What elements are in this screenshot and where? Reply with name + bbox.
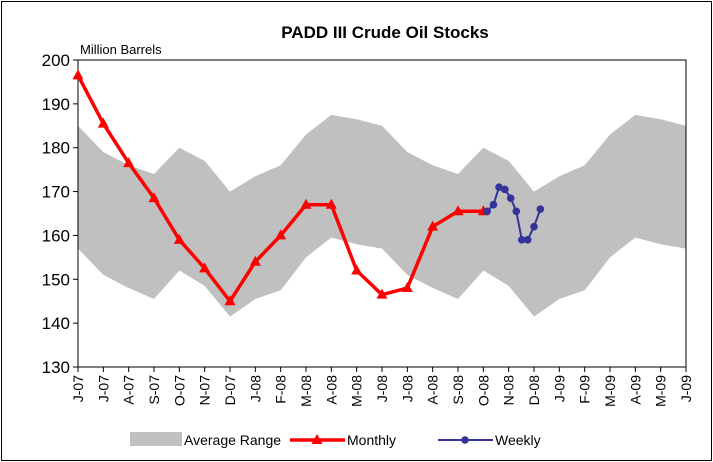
marker [72, 69, 84, 80]
chart-title: PADD III Crude Oil Stocks [281, 23, 489, 42]
x-tick-label: J-09 [551, 375, 567, 402]
marker [123, 157, 135, 168]
x-tick-label: O-07 [171, 375, 187, 406]
average-range-band [78, 114, 686, 317]
x-tick-label: J-07 [95, 375, 111, 402]
marker [523, 236, 532, 244]
x-tick-label: J-07 [70, 375, 86, 402]
legend-swatch [130, 432, 182, 446]
x-tick-label: O-08 [475, 375, 491, 406]
y-tick-label: 170 [42, 183, 70, 202]
marker [97, 117, 109, 128]
marker [506, 194, 515, 202]
x-tick-label: M-08 [298, 375, 314, 407]
marker [148, 192, 160, 203]
x-tick-label: M-09 [653, 375, 669, 407]
x-tick-label: F-08 [273, 375, 289, 404]
x-tick-label: D-08 [526, 375, 542, 406]
x-tick-label: J-08 [247, 375, 263, 402]
marker [530, 222, 538, 231]
x-tick-label: J-08 [374, 375, 390, 402]
marker [518, 236, 526, 244]
legend-label: Weekly [495, 432, 541, 448]
x-tick-label: S-08 [450, 375, 466, 405]
x-tick-label: N-08 [501, 375, 517, 406]
y-tick-label: 200 [42, 51, 70, 70]
legend-label: Average Range [184, 432, 281, 448]
x-tick-label: S-07 [146, 375, 162, 405]
x-tick-label: F-09 [577, 375, 593, 404]
y-tick-label: 150 [42, 270, 70, 289]
marker [351, 264, 363, 275]
x-tick-label: D-07 [222, 375, 238, 406]
marker [501, 185, 509, 194]
x-tick-label: J-08 [399, 375, 415, 402]
x-tick-label: N-07 [197, 375, 213, 406]
marker [452, 205, 464, 216]
marker [483, 207, 491, 216]
marker [427, 220, 439, 231]
marker [173, 233, 185, 244]
y-tick-label: 130 [42, 358, 70, 377]
marker [401, 282, 413, 293]
x-tick-label: M-08 [349, 375, 365, 407]
x-tick-label: M-09 [602, 375, 618, 407]
legend-marker [461, 436, 469, 444]
y-tick-label: 180 [42, 139, 70, 158]
marker [489, 200, 498, 209]
y-tick-label: 140 [42, 314, 70, 333]
x-tick-label: A-08 [425, 375, 441, 405]
marker [275, 229, 287, 240]
marker [376, 288, 388, 299]
marker [512, 207, 521, 216]
y-axis-label: Million Barrels [80, 42, 162, 57]
series-line [486, 185, 542, 241]
x-tick-label: J-09 [678, 375, 694, 402]
marker [325, 198, 337, 209]
marker [249, 255, 261, 266]
marker [199, 262, 211, 273]
x-tick-label: A-08 [323, 375, 339, 405]
x-tick-label: A-07 [121, 375, 137, 405]
legend-marker [311, 434, 323, 444]
x-tick-label: A-09 [627, 375, 643, 405]
y-tick-label: 190 [42, 95, 70, 114]
marker [224, 295, 236, 306]
marker [300, 198, 312, 209]
legend-label: Monthly [347, 432, 396, 448]
marker [536, 205, 545, 213]
marker [495, 183, 503, 191]
y-tick-label: 160 [42, 226, 70, 245]
